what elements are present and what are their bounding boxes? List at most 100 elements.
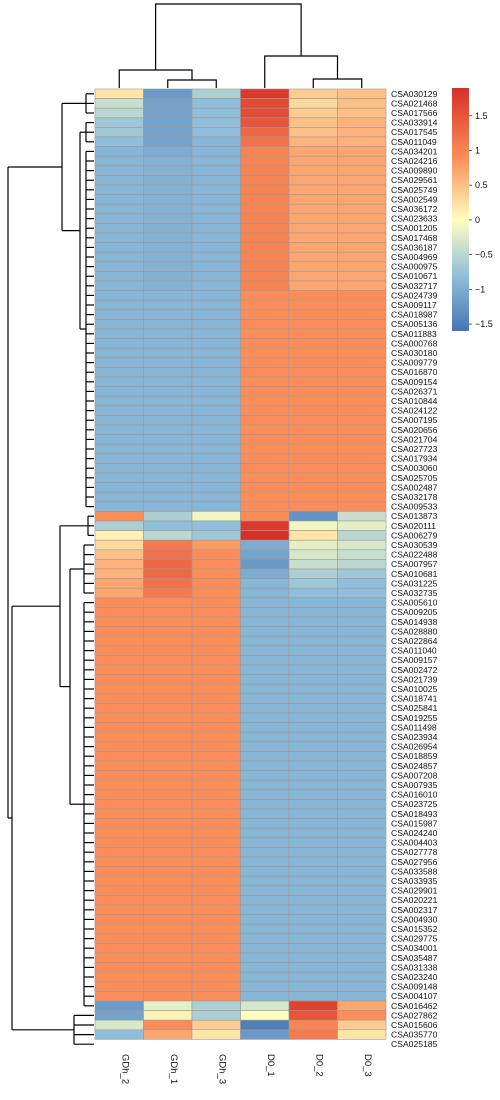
- heatmap-cell: [143, 827, 193, 839]
- row-label: CSA024240: [391, 828, 438, 838]
- row-label: CSA023725: [391, 799, 438, 809]
- heatmap-cell: [94, 155, 144, 167]
- heatmap-cell: [337, 357, 387, 368]
- heatmap-cell: [191, 626, 241, 637]
- row-label: CSA034201: [391, 146, 438, 156]
- heatmap-cell: [143, 703, 193, 714]
- legend-tick-label: −1.5: [475, 319, 493, 329]
- heatmap-cell: [143, 424, 193, 435]
- heatmap-cell: [143, 568, 193, 579]
- heatmap-cell: [288, 367, 338, 378]
- heatmap-cell: [143, 760, 193, 771]
- heatmap-cell: [240, 856, 290, 867]
- heatmap-cell: [337, 271, 387, 282]
- heatmap-cell: [337, 242, 387, 253]
- heatmap-cell: [191, 760, 241, 771]
- heatmap-cell: [191, 635, 241, 647]
- heatmap-cell: [288, 1010, 338, 1021]
- heatmap-cell: [191, 693, 241, 704]
- heatmap-cell: [191, 146, 241, 157]
- heatmap-cell: [337, 280, 387, 291]
- heatmap-cell: [337, 568, 387, 579]
- heatmap-cell: [94, 712, 144, 723]
- heatmap-cell: [94, 309, 144, 320]
- heatmap-cell: [288, 578, 338, 589]
- heatmap-cell: [191, 155, 241, 167]
- heatmap-cell: [143, 1000, 193, 1011]
- heatmap-cell: [337, 722, 387, 733]
- heatmap-cell: [143, 386, 193, 397]
- heatmap-cell: [240, 674, 290, 685]
- heatmap-cell: [337, 299, 387, 311]
- heatmap-cell: [240, 165, 290, 176]
- heatmap-cell: [240, 203, 290, 215]
- heatmap-cell: [94, 827, 144, 839]
- heatmap-cell: [337, 405, 387, 416]
- heatmap-cell: [337, 107, 387, 119]
- heatmap-cell: [94, 731, 144, 743]
- heatmap-cell: [191, 136, 241, 147]
- row-label: CSA035487: [391, 953, 438, 963]
- heatmap-cell: [337, 952, 387, 963]
- heatmap-cell: [337, 923, 387, 935]
- heatmap-cell: [288, 895, 338, 906]
- heatmap-cell: [191, 943, 241, 954]
- heatmap-cell: [94, 952, 144, 963]
- heatmap-cell: [337, 117, 387, 128]
- heatmap-cell: [143, 597, 193, 608]
- heatmap-cell: [143, 635, 193, 647]
- heatmap-cell: [191, 818, 241, 829]
- heatmap-cell: [240, 175, 290, 186]
- heatmap-cell: [94, 491, 144, 503]
- heatmap-cell: [94, 463, 144, 474]
- heatmap-cell: [94, 501, 144, 512]
- heatmap-cell: [337, 443, 387, 455]
- heatmap-cell: [288, 184, 338, 195]
- heatmap-cell: [143, 885, 193, 896]
- heatmap-cell: [288, 338, 338, 349]
- heatmap-cell: [288, 799, 338, 810]
- heatmap-cell: [240, 904, 290, 915]
- heatmap-cell: [337, 962, 387, 973]
- heatmap-cell: [240, 731, 290, 743]
- heatmap-cell: [240, 290, 290, 301]
- heatmap-cell: [240, 885, 290, 896]
- heatmap-cell: [94, 847, 144, 858]
- heatmap-cell: [191, 751, 241, 762]
- heatmap-cell: [94, 184, 144, 195]
- heatmap-cell: [94, 347, 144, 359]
- heatmap-cell: [143, 415, 193, 426]
- heatmap-cell: [240, 511, 290, 522]
- heatmap-cell: [337, 693, 387, 704]
- heatmap-cell: [191, 1000, 241, 1011]
- heatmap-cell: [288, 530, 338, 541]
- heatmap-cell: [288, 434, 338, 445]
- heatmap-cell: [94, 703, 144, 714]
- heatmap-cell: [288, 559, 338, 570]
- heatmap-cell: [337, 184, 387, 195]
- heatmap-cell: [288, 501, 338, 512]
- row-label: CSA004930: [391, 914, 438, 924]
- heatmap-cell: [143, 607, 193, 618]
- heatmap-cell: [288, 923, 338, 935]
- heatmap-cell: [94, 424, 144, 435]
- row-label: CSA026371: [391, 386, 438, 396]
- heatmap-cell: [337, 703, 387, 714]
- heatmap-cell: [191, 443, 241, 455]
- heatmap-cell: [288, 808, 338, 819]
- row-label: CSA035770: [391, 1030, 438, 1040]
- heatmap-cell: [288, 472, 338, 483]
- heatmap-cell: [143, 98, 193, 109]
- row-label: CSA029561: [391, 175, 438, 185]
- heatmap-cell: [191, 923, 241, 935]
- heatmap-cell: [94, 165, 144, 176]
- heatmap-cell: [337, 626, 387, 637]
- row-label: CSA019255: [391, 713, 438, 723]
- heatmap-cell: [94, 866, 144, 877]
- heatmap-cell: [288, 933, 338, 944]
- heatmap-cell: [94, 895, 144, 906]
- heatmap-cell: [288, 88, 338, 99]
- column-label: GDh_2: [119, 1054, 130, 1084]
- heatmap-cell: [240, 664, 290, 675]
- heatmap-cell: [94, 760, 144, 771]
